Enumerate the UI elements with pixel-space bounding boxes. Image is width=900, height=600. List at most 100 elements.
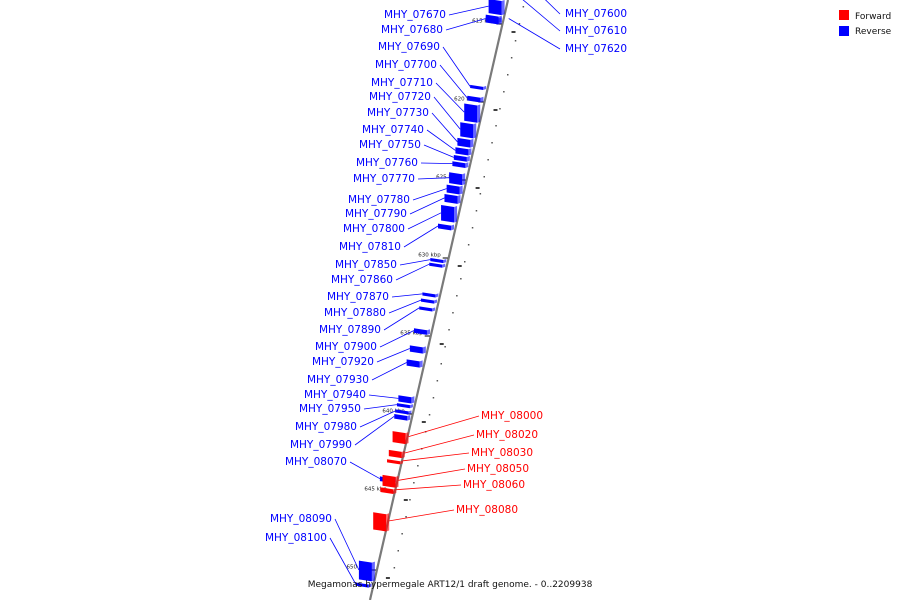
gene-glyph-mhy_07920 <box>409 345 426 354</box>
gene-label-mhy_07810: MHY_07810 <box>339 241 401 253</box>
gene-glyph-mhy_07710 <box>464 103 481 123</box>
gene-glyph-mhy_08030 <box>387 459 404 465</box>
axis-dot <box>499 108 501 110</box>
axis-dot <box>487 159 489 161</box>
gene-box-shade <box>433 299 437 304</box>
gene-label-mhy_07890: MHY_07890 <box>319 324 381 336</box>
axis-dot <box>452 312 454 314</box>
leader-line <box>334 518 360 571</box>
gene-box-shade <box>393 488 397 494</box>
gene-glyph-mhy_07850 <box>430 258 447 264</box>
leader-line <box>439 64 468 99</box>
gene-box-shade <box>426 329 430 335</box>
gene-label-mhy_07940: MHY_07940 <box>304 389 366 401</box>
gene-label-mhy_07920: MHY_07920 <box>312 356 374 368</box>
gene-label-mhy_07990: MHY_07990 <box>290 439 352 451</box>
gene-box <box>409 345 423 354</box>
leader-line <box>391 293 423 298</box>
leader-line <box>396 484 462 491</box>
leader-line <box>389 509 455 522</box>
gene-glyph-mhy_07740 <box>455 147 472 156</box>
gene-box <box>464 103 478 123</box>
gene-box <box>485 14 499 25</box>
gene-label-mhy_07730: MHY_07730 <box>367 107 429 119</box>
gene-glyph-mhy_07930 <box>406 359 423 368</box>
gene-glyph-mhy_07700 <box>467 95 484 103</box>
leader-line <box>376 348 410 363</box>
gene-label-mhy_07720: MHY_07720 <box>369 91 431 103</box>
gene-label-mhy_07700: MHY_07700 <box>375 59 437 71</box>
axis-dot <box>483 176 485 178</box>
gene-box-shade <box>435 293 439 298</box>
gene-box <box>406 359 420 368</box>
gene-label-mhy_08030: MHY_08030 <box>471 447 533 459</box>
gene-label-mhy_08020: MHY_08020 <box>476 429 538 441</box>
leader-line <box>412 188 447 201</box>
axis-dot <box>479 193 482 195</box>
gene-box <box>413 328 427 335</box>
genome-axis-layer <box>368 0 510 600</box>
axis-dot <box>514 40 517 42</box>
gene-label-mhy_07850: MHY_07850 <box>335 259 397 271</box>
gene-box-shade <box>401 450 405 459</box>
gene-box-shade <box>498 15 502 25</box>
gene-glyph-mhy_08080 <box>373 512 390 532</box>
gene-box-shade <box>483 85 487 90</box>
gene-box <box>396 403 410 409</box>
gene-box-shade <box>407 415 411 421</box>
gene-box <box>467 95 481 103</box>
leader-line <box>417 177 450 180</box>
gene-box-shade <box>443 259 447 264</box>
gene-box <box>382 474 396 488</box>
gene-label-mhy_07760: MHY_07760 <box>356 157 418 169</box>
gene-box <box>422 292 436 298</box>
axis-dot <box>518 23 521 25</box>
gene-box <box>441 204 455 223</box>
gene-box <box>358 560 372 582</box>
scale-tick-label: 630 kbp <box>418 253 441 259</box>
leader-line <box>545 0 561 15</box>
leader-line <box>426 129 456 151</box>
gene-glyph-mhy_07860 <box>429 262 446 268</box>
gene-glyph-mhy_07670 <box>488 0 505 16</box>
axis-dot <box>413 482 415 484</box>
gene-box <box>453 155 467 162</box>
gene-label-mhy_07780: MHY_07780 <box>348 194 410 206</box>
leader-line <box>448 5 489 16</box>
gene-box-shade <box>371 561 375 582</box>
leader-line <box>398 468 466 481</box>
axis-dot <box>397 550 399 552</box>
leader-line <box>508 18 561 50</box>
gene-label-mhy_08050: MHY_08050 <box>467 463 529 475</box>
gene-label-mhy_08090: MHY_08090 <box>270 513 332 525</box>
gene-glyph-mhy_07940 <box>398 395 415 404</box>
gene-glyph-mhy_07780 <box>446 184 463 195</box>
gene-label-mhy_07770: MHY_07770 <box>353 173 415 185</box>
gene-label-mhy_08100: MHY_08100 <box>265 532 327 544</box>
gene-box <box>380 487 394 494</box>
axis-dot <box>456 295 458 297</box>
scale-tick-label: 615 kbp <box>472 19 495 25</box>
gene-glyph-mhy_07770 <box>449 172 466 186</box>
leader-line <box>363 404 397 410</box>
gene-glyph-mhy_07760 <box>452 161 469 168</box>
gene-label-mhy_08070: MHY_08070 <box>285 456 347 468</box>
gene-box <box>446 184 460 195</box>
leader-line <box>423 144 454 158</box>
gene-glyph-mhy_08090 <box>358 560 375 582</box>
gene-glyph-mhy_07990 <box>394 414 411 421</box>
leader-line <box>399 259 431 266</box>
gene-label-mhy_07980: MHY_07980 <box>295 421 357 433</box>
axis-dot <box>503 91 505 93</box>
gene-label-mhy_07680: MHY_07680 <box>381 24 443 36</box>
axis-dot <box>436 380 439 382</box>
leader-line <box>395 263 430 281</box>
gene-glyph-mhy_07750 <box>453 155 470 162</box>
gene-box-shade <box>473 123 477 139</box>
gene-label-mhy_07670: MHY_07670 <box>384 9 446 21</box>
axis-dot <box>448 329 450 331</box>
gene-glyph-mhy_07890 <box>419 306 436 312</box>
gene-label-mhy_08000: MHY_08000 <box>481 410 543 422</box>
gene-label-mhy_07930: MHY_07930 <box>307 374 369 386</box>
leader-line <box>354 415 395 446</box>
